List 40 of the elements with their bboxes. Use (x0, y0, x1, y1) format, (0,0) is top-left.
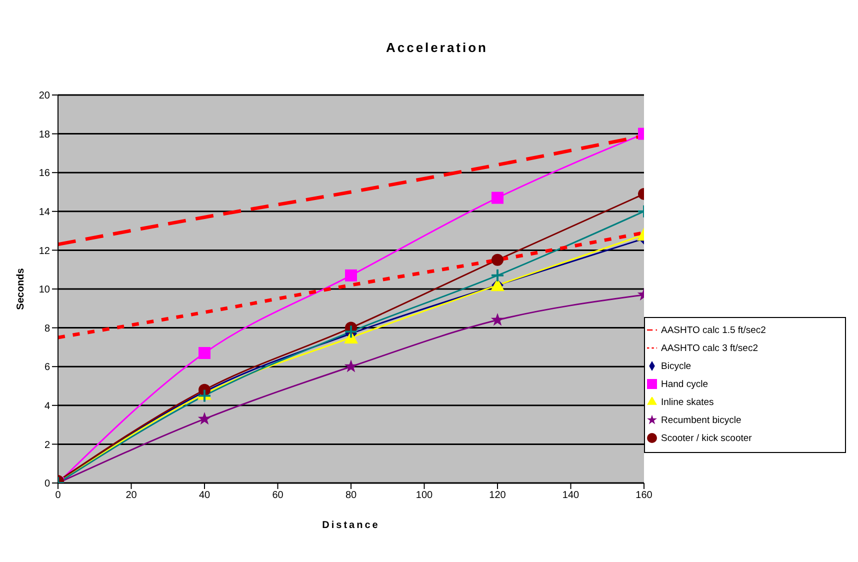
x-axis-title: Distance (322, 520, 380, 531)
y-tick-label: 0 (44, 478, 50, 490)
x-tick-label: 0 (55, 490, 62, 502)
x-tick-label: 120 (489, 490, 506, 502)
point (492, 254, 504, 266)
point (198, 347, 210, 360)
point (198, 388, 212, 403)
y-tick-label: 2 (44, 440, 50, 451)
y-tick-label: 18 (38, 129, 50, 140)
point (492, 192, 504, 204)
point (345, 269, 357, 282)
x-tick-label: 60 (272, 490, 284, 502)
y-tick-label: 16 (38, 168, 50, 180)
x-tick-label: 100 (416, 490, 434, 502)
x-tick-label: 80 (345, 490, 357, 502)
point (198, 412, 212, 425)
legend-label: Scooter / kick scooter (661, 433, 752, 444)
x-tick-label: 140 (562, 490, 580, 502)
x-tick-label: 40 (198, 490, 210, 502)
y-tick-label: 20 (38, 90, 50, 102)
point (490, 268, 504, 282)
point (344, 324, 358, 339)
x-tick-label: 160 (636, 490, 653, 502)
chart-title: Acceleration (384, 40, 490, 55)
legend-label: Inline skates (661, 397, 714, 408)
legend-label: Recumbent bicycle (661, 415, 742, 426)
point (344, 360, 358, 372)
y-tick-label: 8 (44, 323, 50, 334)
legend-label: Bicycle (661, 361, 692, 372)
x-tick-label: 20 (126, 490, 138, 502)
legend-label: Hand cycle (661, 379, 708, 390)
y-tick-label: 10 (38, 284, 50, 296)
y-tick-label: 14 (38, 206, 50, 218)
y-axis-title: Seconds (16, 268, 27, 310)
y-tick-label: 4 (44, 400, 50, 412)
point (490, 313, 504, 326)
y-tick-label: 12 (38, 246, 50, 257)
legend-label: AASHTO calc 3 ft/sec2 (661, 343, 758, 354)
y-tick-label: 6 (44, 362, 50, 374)
legend-label: AASHTO calc 1.5 ft/sec2 (661, 325, 766, 336)
